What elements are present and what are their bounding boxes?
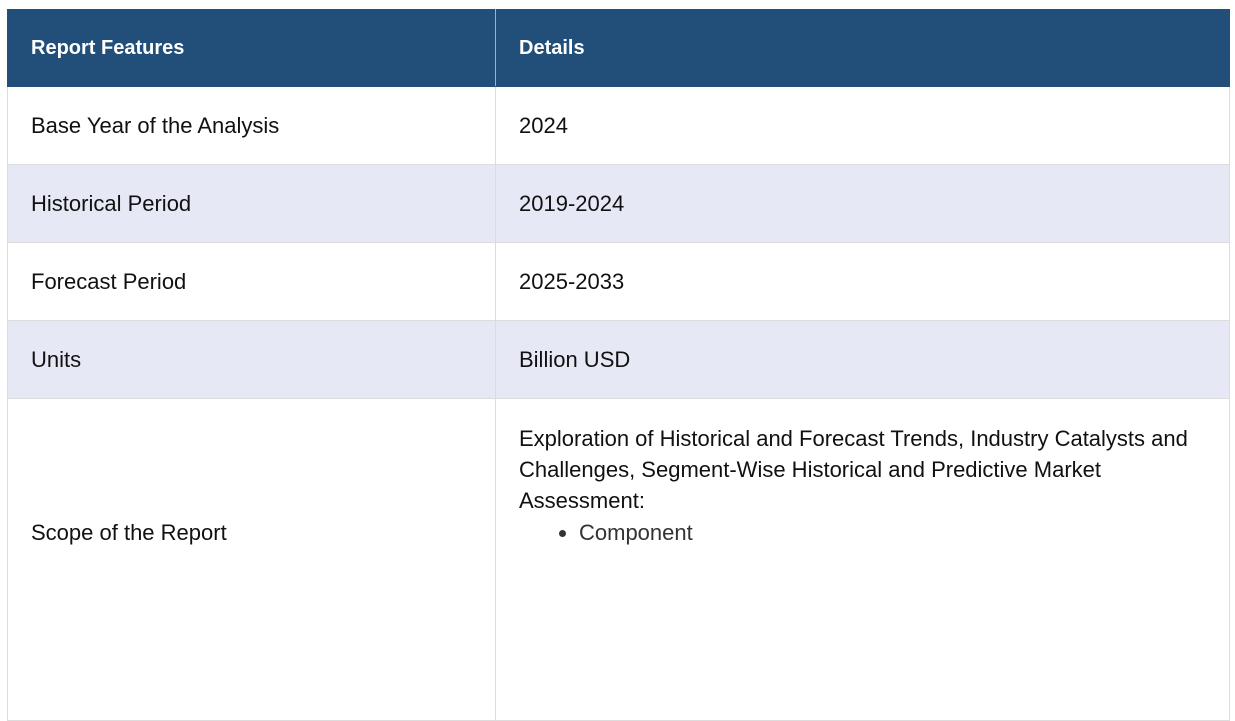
feature-cell: Scope of the Report bbox=[7, 398, 496, 721]
table-row-scope: Scope of the Report Exploration of Histo… bbox=[7, 398, 1230, 721]
feature-cell: Historical Period bbox=[7, 164, 496, 243]
detail-cell: 2025-2033 bbox=[495, 242, 1230, 321]
scope-detail-cell: Exploration of Historical and Forecast T… bbox=[495, 398, 1230, 721]
list-item: Component bbox=[579, 518, 1206, 548]
table-header: Report Features Details bbox=[7, 9, 1230, 87]
feature-cell: Base Year of the Analysis bbox=[7, 86, 496, 165]
scope-bullet-list: Component bbox=[519, 518, 1206, 548]
scope-description: Exploration of Historical and Forecast T… bbox=[519, 426, 1188, 513]
detail-cell: 2024 bbox=[495, 86, 1230, 165]
header-details: Details bbox=[495, 9, 1230, 87]
feature-cell: Forecast Period bbox=[7, 242, 496, 321]
table-body: Base Year of the Analysis 2024 Historica… bbox=[7, 86, 1230, 721]
header-row: Report Features Details bbox=[7, 9, 1230, 87]
table-row: Units Billion USD bbox=[7, 320, 1230, 399]
table-row: Forecast Period 2025-2033 bbox=[7, 242, 1230, 321]
header-report-features: Report Features bbox=[7, 9, 496, 87]
table-row: Historical Period 2019-2024 bbox=[7, 164, 1230, 243]
report-features-table: Report Features Details Base Year of the… bbox=[7, 9, 1230, 721]
feature-cell: Units bbox=[7, 320, 496, 399]
detail-cell: Billion USD bbox=[495, 320, 1230, 399]
table-row: Base Year of the Analysis 2024 bbox=[7, 86, 1230, 165]
detail-cell: 2019-2024 bbox=[495, 164, 1230, 243]
